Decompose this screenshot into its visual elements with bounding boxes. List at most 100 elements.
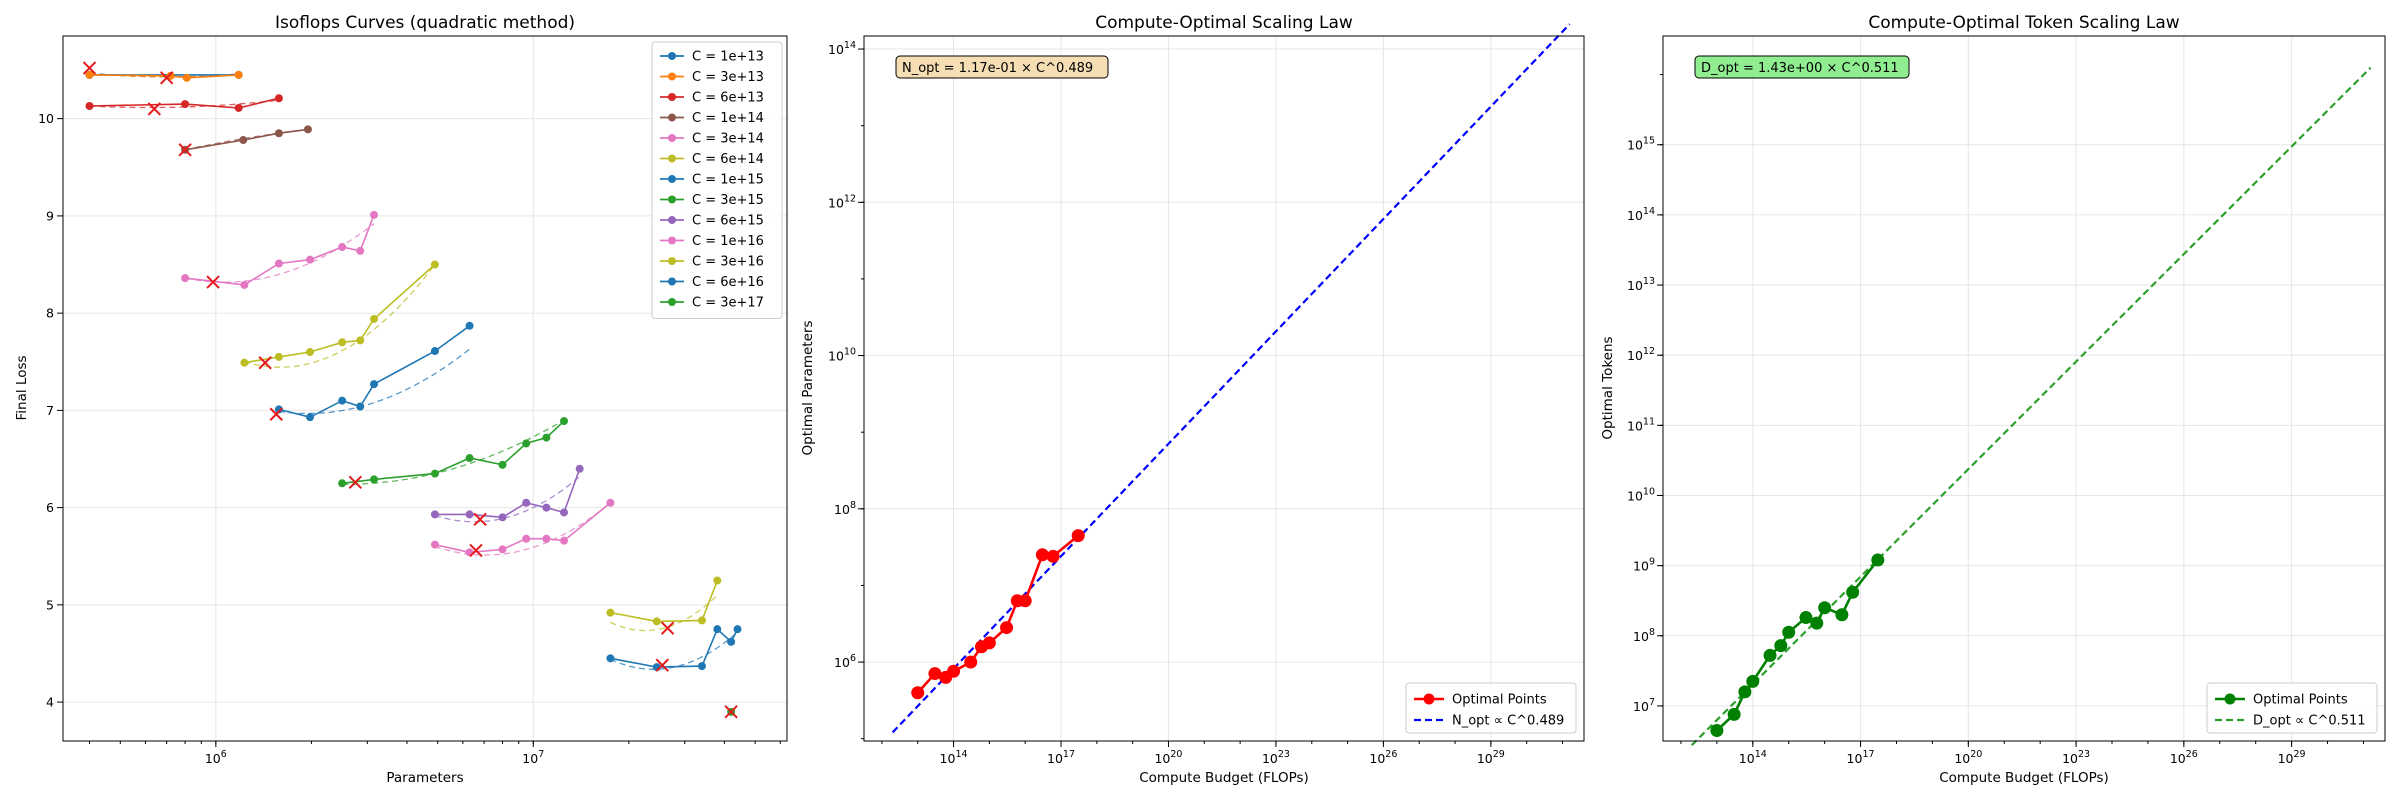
x-tick-label: 1023 bbox=[1262, 749, 1290, 766]
optimum-marker bbox=[147, 102, 162, 116]
optimum-marker bbox=[206, 275, 220, 289]
x-tick-label: 106 bbox=[205, 749, 227, 766]
data-point bbox=[498, 545, 507, 554]
optimum-marker-b bbox=[82, 61, 97, 75]
optimum-marker bbox=[269, 407, 283, 421]
optimum-marker bbox=[258, 356, 272, 370]
legend-marker bbox=[668, 175, 676, 183]
data-point bbox=[606, 608, 615, 617]
data-point bbox=[430, 347, 439, 356]
optimal-point bbox=[982, 636, 996, 650]
legend-label: C = 1e+14 bbox=[692, 111, 764, 126]
data-point bbox=[430, 540, 439, 549]
y-tick-label: 10 bbox=[38, 111, 54, 126]
params-frame bbox=[863, 35, 1585, 742]
legend-marker bbox=[1423, 693, 1435, 705]
data-point bbox=[181, 100, 190, 109]
optimum-marker bbox=[348, 475, 363, 490]
legend-label: C = 6e+16 bbox=[692, 275, 764, 290]
data-point bbox=[713, 625, 722, 634]
tokens-frame bbox=[1662, 35, 2386, 742]
optimal-point bbox=[947, 664, 961, 678]
optimal-point bbox=[1710, 723, 1724, 737]
optimum-marker-b bbox=[473, 512, 487, 526]
optimal-point bbox=[1727, 707, 1741, 721]
optimum-marker bbox=[469, 543, 483, 558]
y-tick-label: 1010 bbox=[828, 347, 856, 364]
optimum-marker bbox=[655, 658, 670, 672]
data-point bbox=[239, 136, 248, 145]
series-12 bbox=[724, 705, 738, 719]
data-point bbox=[356, 246, 365, 255]
data-point bbox=[338, 338, 347, 347]
series-5 bbox=[240, 260, 439, 370]
legend-marker bbox=[668, 216, 676, 224]
legend-label: Optimal Points bbox=[1452, 693, 1547, 708]
x-tick-label: 1017 bbox=[1847, 749, 1875, 766]
optimum-marker-b bbox=[660, 621, 675, 635]
data-point bbox=[575, 464, 584, 473]
data-point bbox=[522, 534, 531, 543]
legend-box bbox=[651, 41, 783, 319]
x-tick-label: 1020 bbox=[1154, 749, 1182, 766]
optimum-marker-b bbox=[159, 71, 174, 85]
params-data bbox=[891, 23, 1571, 734]
series-2 bbox=[85, 94, 283, 116]
optimum-marker-b bbox=[348, 475, 363, 490]
data-point bbox=[727, 637, 736, 646]
data-point bbox=[522, 498, 531, 507]
x-tick-label: 1026 bbox=[2170, 749, 2198, 766]
series-line bbox=[434, 468, 581, 519]
y-tick-label: 106 bbox=[834, 653, 856, 670]
optimal-point bbox=[928, 667, 942, 681]
optimal-point bbox=[1018, 594, 1032, 608]
legend-marker bbox=[668, 195, 676, 204]
series-8 bbox=[430, 464, 584, 526]
data-point bbox=[697, 662, 706, 671]
x-tick-label: 1029 bbox=[2278, 749, 2306, 766]
legend-marker bbox=[668, 236, 676, 245]
series-1 bbox=[85, 70, 243, 85]
y-tick-label: 5 bbox=[46, 597, 54, 612]
optimum-marker-b bbox=[178, 143, 192, 157]
fit-curve bbox=[610, 631, 738, 670]
fit-curve bbox=[434, 502, 611, 556]
x-tick-label: 107 bbox=[522, 749, 544, 766]
legend-marker bbox=[668, 298, 676, 306]
data-point bbox=[465, 510, 474, 519]
series-line bbox=[342, 420, 565, 485]
series-9 bbox=[430, 498, 615, 558]
params-ylabel: Optimal Parameters bbox=[800, 321, 816, 456]
data-point bbox=[274, 352, 283, 361]
fit-curve bbox=[610, 594, 718, 632]
optimal-point bbox=[964, 655, 978, 669]
isoflops-frame bbox=[62, 35, 788, 742]
isoflops-legend: C = 1e+13 C = 3e+13 C = 6e+13 C = 1e+14 C = … bbox=[651, 41, 783, 319]
series-line bbox=[610, 627, 739, 668]
series-10 bbox=[606, 576, 722, 635]
data-point bbox=[306, 348, 315, 357]
data-point bbox=[370, 380, 379, 389]
data-point bbox=[606, 654, 615, 663]
isoflops-xlabel: Parameters bbox=[386, 770, 463, 786]
fit-curve bbox=[342, 419, 565, 485]
y-tick-label: 1011 bbox=[1627, 416, 1655, 433]
series-11 bbox=[606, 625, 742, 672]
fit-line bbox=[1690, 66, 2372, 746]
optimum-marker-b bbox=[147, 102, 162, 116]
data-point bbox=[697, 616, 706, 625]
optimal-point bbox=[1871, 553, 1885, 567]
x-tick-label: 1029 bbox=[1477, 749, 1505, 766]
optimal-point bbox=[1835, 608, 1849, 622]
optimal-point bbox=[1774, 639, 1788, 653]
series-line bbox=[610, 580, 719, 623]
fit-curve bbox=[434, 476, 581, 523]
y-tick-label: 1014 bbox=[828, 40, 856, 57]
data-point bbox=[370, 210, 379, 219]
data-point bbox=[542, 534, 551, 543]
legend-box bbox=[2206, 682, 2378, 734]
data-point bbox=[356, 402, 365, 411]
fit-curve bbox=[184, 223, 375, 283]
legend-marker bbox=[668, 52, 676, 60]
